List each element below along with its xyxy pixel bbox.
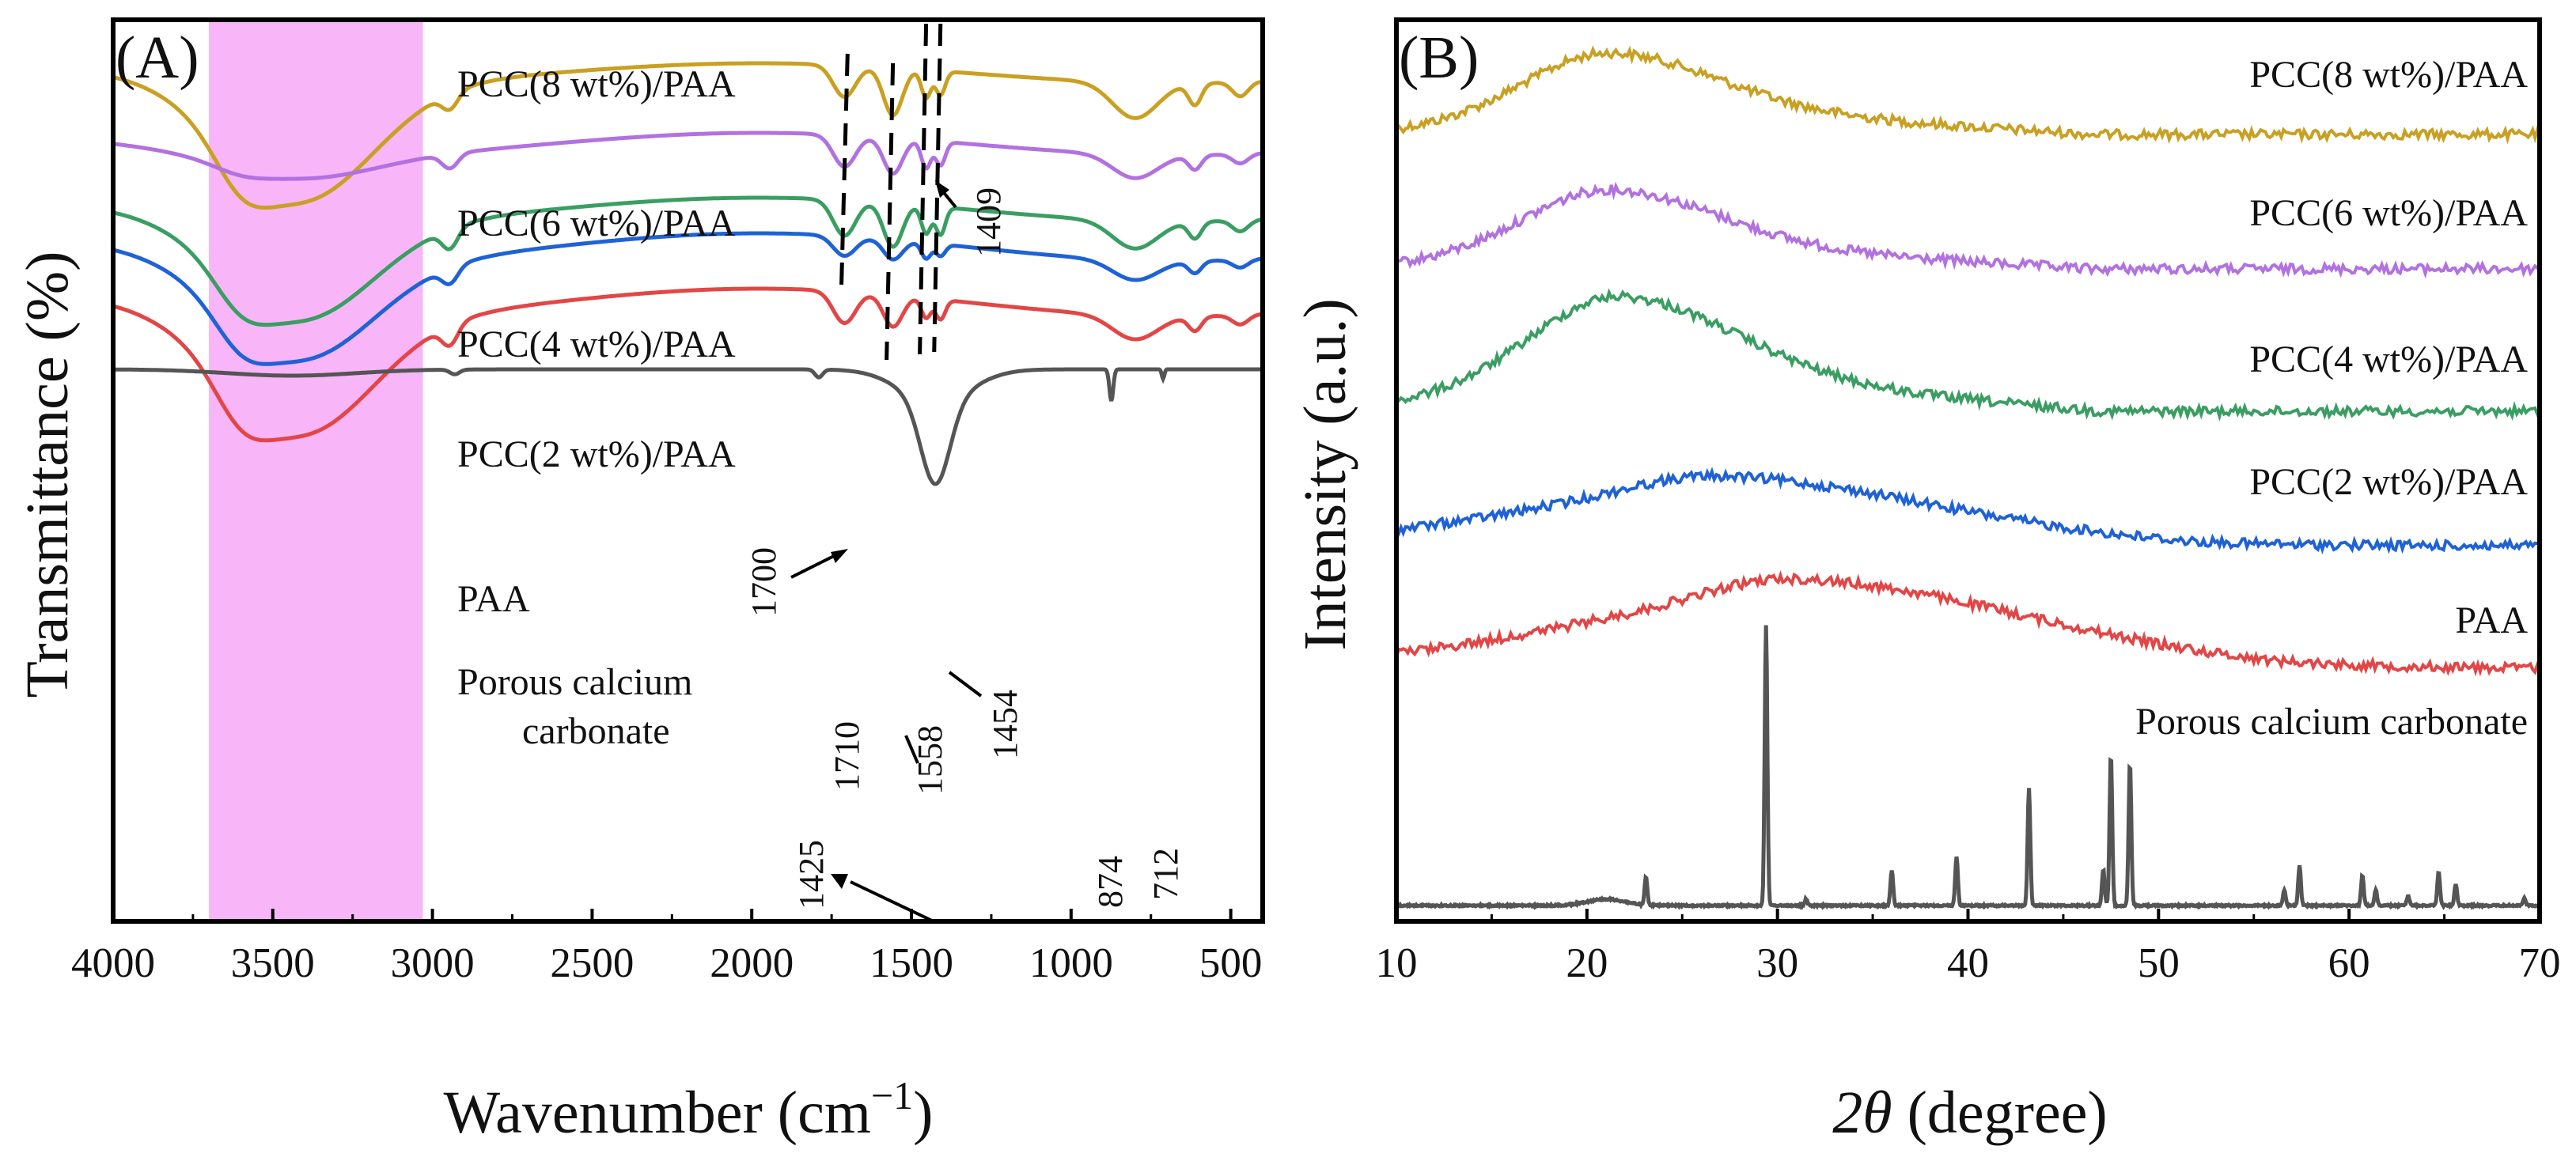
ftir-line-pcc4 [112, 195, 1263, 327]
reference-line-1700 [839, 53, 850, 293]
anno-1700: 1700 [744, 547, 783, 617]
legend-b-pcc2: PCC(2 wt%)/PAA [2249, 461, 2528, 503]
panel-a-tick-label: 3500 [231, 940, 315, 986]
panel-a-tick-label: 500 [1199, 940, 1263, 986]
legend-a-caco3-line1: Porous calcium [457, 661, 692, 703]
anno-712: 712 [1146, 848, 1185, 900]
hydroxyl-highlight-band [209, 22, 423, 919]
xrd-line-paa [1395, 570, 2541, 677]
anno-1454: 1454 [986, 690, 1025, 759]
panel-a-tick-label: 2000 [710, 940, 794, 986]
reference-dashed-lines [839, 23, 943, 361]
panel-b-tick-label: 40 [1947, 940, 1989, 986]
panel-a-x-label-main: Wavenumber (cm [444, 1080, 871, 1146]
reference-line-1454 [918, 23, 929, 355]
anno-1409-arrowhead [935, 180, 949, 198]
anno-874: 874 [1091, 856, 1130, 908]
legend-a-pcc6: PCC(6 wt%)/PAA [457, 202, 736, 244]
legend-b-pcc6: PCC(6 wt%)/PAA [2249, 192, 2528, 234]
ftir-line-caco3 [113, 367, 1263, 486]
legend-a-pcc8: PCC(8 wt%)/PAA [457, 63, 736, 105]
panel-a-tick-label: 1000 [1029, 940, 1113, 986]
panel-a-letter: (A) [116, 25, 199, 91]
reference-line-1409 [932, 23, 943, 353]
panel-a-x-label-close: ) [913, 1080, 933, 1146]
ftir-line-pcc6 [112, 130, 1263, 181]
xrd-line-caco3 [1395, 625, 2541, 911]
panel-b-tick-label: 70 [2519, 940, 2561, 986]
panel-b-tick-label: 50 [2138, 940, 2180, 986]
panel-b-x-ticks: 10 20 30 40 50 60 70 [1376, 909, 2561, 986]
anno-1710: 1710 [828, 721, 866, 791]
legend-b-caco3: Porous calcium carbonate [2135, 701, 2528, 743]
anno-1700-arrow [790, 552, 839, 579]
legend-b-paa: PAA [2455, 599, 2528, 641]
legend-a-pcc4: PCC(4 wt%)/PAA [457, 323, 736, 365]
ftir-line-pcc2 [112, 231, 1263, 366]
peak-annotations: 1409 1700 1710 1558 1454 1425 874 712 [744, 180, 1185, 923]
panel-a-x-label-sup: −1 [871, 1073, 913, 1118]
legend-b-pcc8: PCC(8 wt%)/PAA [2249, 54, 2528, 96]
xrd-line-pcc4 [1396, 288, 2541, 422]
legend-a-pcc2: PCC(2 wt%)/PAA [457, 433, 736, 475]
legend-a-paa: PAA [457, 578, 530, 620]
legend-b-pcc4: PCC(4 wt%)/PAA [2249, 338, 2528, 380]
panel-b-letter: (B) [1399, 25, 1479, 91]
xrd-line-pcc6 [1395, 181, 2541, 279]
panel-b-x-label-rest: (degree) [1892, 1080, 2108, 1146]
anno-1425-arrow [850, 880, 934, 923]
ftir-line-paa [112, 286, 1263, 443]
panel-b-tick-label: 30 [1756, 940, 1798, 986]
panel-a-y-label: Transmittance (%) [14, 251, 81, 698]
ftir-series-group [112, 61, 1263, 486]
ftir-line-pcc8 [112, 61, 1263, 210]
xrd-line-pcc8 [1395, 45, 2541, 145]
panel-b-x-label: 2θ (degree) [1832, 1080, 2107, 1146]
panel-b-tick-label: 20 [1566, 940, 1608, 986]
anno-1558-arrow [904, 735, 919, 764]
xrd-line-pcc2 [1395, 467, 2541, 555]
panel-a-x-label: Wavenumber (cm−1) [444, 1073, 934, 1146]
anno-1425-arrowhead [831, 874, 848, 889]
xrd-series-group [1395, 45, 2541, 911]
anno-1454-arrow [948, 671, 983, 698]
reference-line-1558 [885, 62, 896, 361]
panel-a-frame [111, 17, 1265, 924]
panel-b-x-label-italic: 2θ [1832, 1080, 1892, 1146]
panel-b-tick-label: 60 [2328, 940, 2370, 986]
panel-a-tick-label: 1500 [869, 940, 953, 986]
panel-b-y-label: Intensity (a.u.) [1292, 298, 1358, 650]
panel-a-tick-label: 3000 [391, 940, 475, 986]
anno-1700-arrowhead [831, 549, 848, 563]
panel-a-x-ticks: 4000 3500 3000 2500 2000 1500 1000 500 [71, 909, 1262, 986]
panel-b-tick-label: 10 [1376, 940, 1418, 986]
panel-a-tick-label: 4000 [71, 940, 155, 986]
panel-b-xrd: 10 20 30 40 50 60 70 (B) PCC(8 wt%)/PAA PCC(6 … [1292, 17, 2561, 1146]
anno-1409: 1409 [969, 187, 1008, 257]
panel-a-ftir: 4000 3500 3000 2500 2000 1500 1000 500 (A) PCC(… [14, 17, 1265, 1146]
panel-a-tick-label: 2500 [550, 940, 634, 986]
anno-1425: 1425 [792, 840, 831, 910]
legend-a-caco3-line2: carbonate [522, 710, 670, 752]
